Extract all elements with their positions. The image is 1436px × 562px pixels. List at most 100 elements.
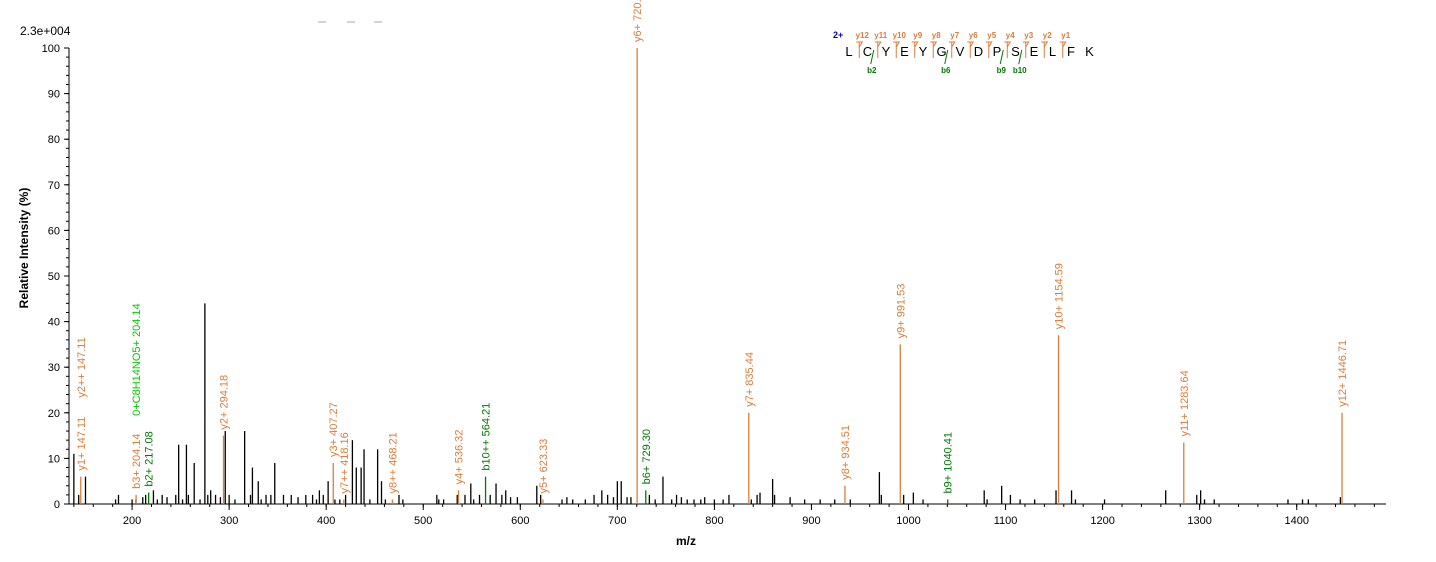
sequence-residue: P (993, 44, 1002, 59)
x-tick-label: 900 (802, 515, 820, 527)
y-ion-bracket (1059, 41, 1067, 48)
peak-labels: y1+ 147.11 y2++ 147.11 b3+ 204.14 0+C8H14NO… (76, 0, 1349, 493)
x-minor-ticks (73, 504, 1375, 507)
sequence-residue: Y (919, 44, 928, 59)
intensity-scale-label: 2.3e+004 (20, 24, 71, 38)
x-tick-label: 1100 (994, 515, 1018, 527)
peak-label: y10+ 1154.59 (1054, 263, 1066, 329)
y-ticks: 0 10 20 30 40 50 60 70 80 90 100 (42, 43, 69, 511)
peak-label: y3+ 407.27 (328, 402, 340, 457)
y-tick-label: 30 (48, 362, 60, 374)
y-tick-label: 50 (48, 271, 60, 283)
peak-label: y2+ 294.18 (218, 375, 230, 430)
y-axis: 0 10 20 30 40 50 60 70 80 90 100 (42, 43, 70, 511)
peak-label: y2++ 147.11 (76, 337, 88, 397)
y-tick-label: 40 (48, 317, 60, 329)
y-ion-label: y10 (893, 31, 907, 40)
y-tick-label: 10 (48, 453, 60, 465)
x-tick-label: 500 (414, 515, 432, 527)
b-ion-label: b9 (997, 66, 1007, 75)
x-tick-label: 1300 (1187, 515, 1211, 527)
y-ion-bracket (1022, 41, 1030, 48)
x-tick-label: 1200 (1090, 515, 1114, 527)
y-ion-label: y9 (913, 31, 922, 40)
y-tick-label: 90 (48, 89, 60, 101)
peak-label: y9+ 991.53 (895, 284, 907, 339)
y-ion-bracket (911, 41, 919, 48)
peak-label: b6+ 729.30 (641, 429, 653, 484)
y-ion-bracket (856, 41, 864, 48)
sequence-residue: L (845, 44, 852, 59)
sequence-residue: D (974, 44, 983, 59)
peak-label: b3+ 204.14 (131, 434, 143, 489)
sequence-residue: Y (882, 44, 891, 59)
b-ion-label: b6 (941, 66, 951, 75)
y-ion-bracket (1041, 41, 1049, 48)
x-tick-label: 600 (511, 515, 529, 527)
b-ion-bracket (999, 49, 1004, 65)
peak-label: 0+C8H14NO5+ 204.14 (131, 303, 143, 416)
y-tick-label: 20 (48, 408, 60, 420)
y-tick-label: 100 (42, 43, 60, 55)
sequence-residue: E (900, 44, 909, 59)
x-ticks: 200 300 400 500 600 700 800 900 1000 1100 1200 1300… (123, 504, 1309, 527)
sequence-residue: G (936, 44, 946, 59)
y-ion-label: y1 (1061, 31, 1070, 40)
y-ion-label: y2 (1043, 31, 1052, 40)
peak-label: y6+ 720.40 (632, 0, 644, 42)
y-ion-label: y5 (987, 31, 996, 40)
sequence-residue: L (1049, 44, 1056, 59)
peak-label: b10++ 564.21 (481, 403, 493, 471)
y-ion-label: y7 (950, 31, 959, 40)
sequence-residue: V (956, 44, 965, 59)
x-axis: 200 300 400 500 600 700 800 900 1000 1100 1200 1300… (69, 503, 1386, 527)
peak-label: y11+ 1283.64 (1179, 370, 1191, 436)
y-ion-bracket (985, 41, 993, 48)
x-tick-label: 300 (220, 515, 238, 527)
y-ion-label: y6 (969, 31, 978, 40)
x-tick-label: 1400 (1284, 515, 1308, 527)
x-tick-label: 200 (123, 515, 141, 527)
b-ion-label: b10 (1013, 66, 1027, 75)
b-ion-bracket (1018, 49, 1023, 65)
y-tick-label: 60 (48, 225, 60, 237)
y-ion-bracket (930, 41, 938, 48)
peak-label: y7+ 835.44 (744, 352, 756, 407)
b-ion-bracket (870, 49, 875, 65)
y-axis-title: Relative Intensity (%) (17, 188, 31, 309)
matched-peaks (80, 48, 1343, 504)
y-ion-label: y8 (932, 31, 941, 40)
y-ion-bracket (967, 41, 975, 48)
peak-label: y7++ 418.16 (339, 432, 351, 493)
peak-label: y8+ 934.51 (840, 425, 852, 480)
y-ion-bracket (893, 41, 901, 48)
b-ion-label: b2 (867, 66, 877, 75)
y-ion-label: y3 (1024, 31, 1033, 40)
x-tick-label: 800 (705, 515, 723, 527)
peak-label: b2+ 217.08 (144, 431, 156, 486)
peak-label: b9+ 1040.41 (943, 432, 955, 493)
peak-label: y1+ 147.11 (76, 417, 88, 471)
y-ion-bracket (874, 41, 882, 48)
sequence-residue: S (1011, 44, 1020, 59)
y-ion-bracket (948, 41, 956, 48)
peak-label: y8++ 468.21 (387, 432, 399, 493)
peak-label: y4+ 536.32 (453, 430, 465, 485)
sequence-residue: F (1067, 44, 1075, 59)
y-tick-label: 70 (48, 180, 60, 192)
unmatched-peaks (73, 303, 1342, 504)
y-ion-label: y12 (856, 31, 870, 40)
y-tick-label: 0 (54, 499, 60, 511)
sequence-residue: C (863, 44, 872, 59)
y-tick-label: 80 (48, 134, 60, 146)
y-ion-label: y4 (1006, 31, 1015, 40)
y-ion-bracket (1004, 41, 1012, 48)
b-ion-bracket (944, 49, 949, 65)
x-tick-label: 400 (317, 515, 335, 527)
x-tick-label: 700 (608, 515, 626, 527)
x-tick-label: 1000 (896, 515, 920, 527)
peak-label: y12+ 1446.71 (1337, 340, 1349, 407)
sequence-residue: K (1085, 44, 1094, 59)
